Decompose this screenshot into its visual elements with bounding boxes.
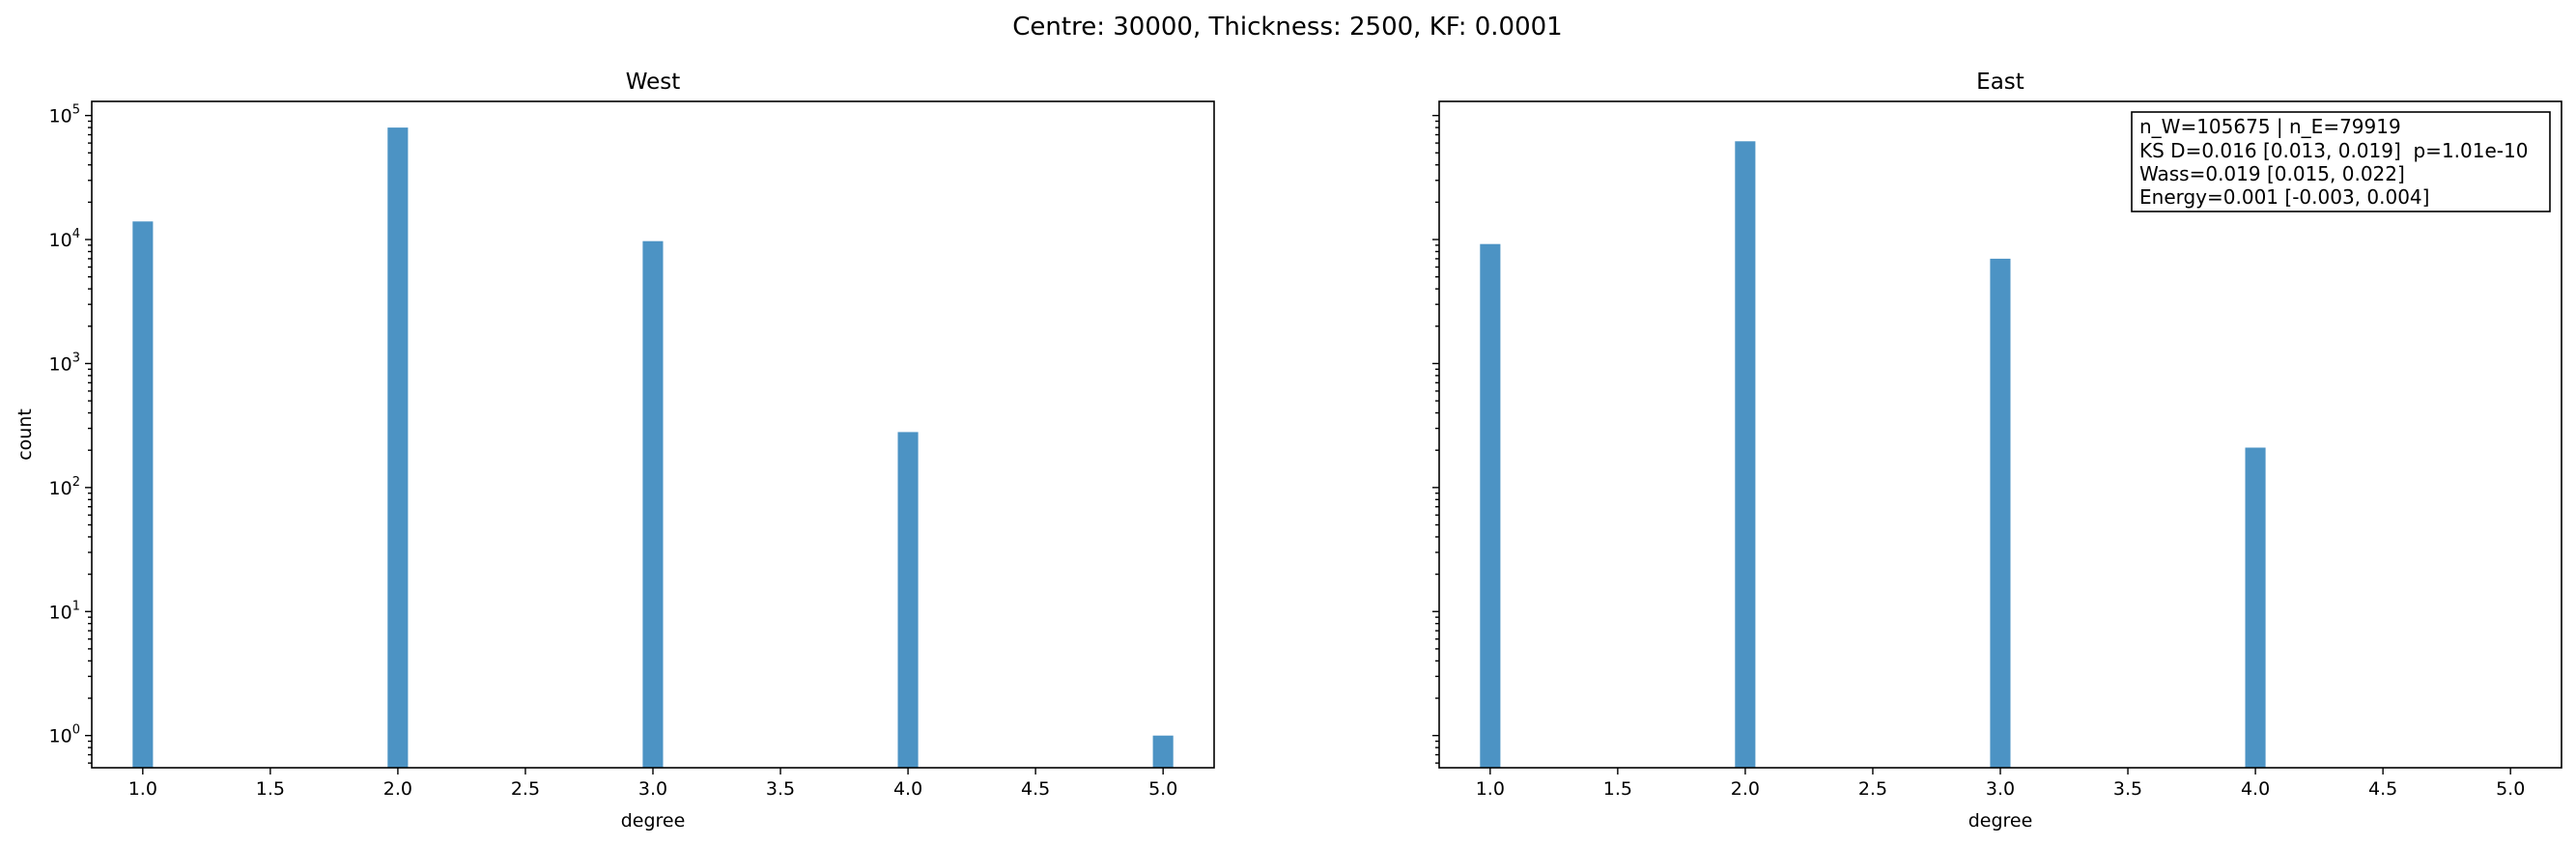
panel-east: East 1.0 1.5 2.0 2.5 3.0 3.5 4.0 4.5 5.0 degree … <box>1432 70 2562 831</box>
y-tick-label: 105 <box>49 103 80 127</box>
panel-east-ticks: 1.0 1.5 2.0 2.5 3.0 3.5 4.0 4.5 5.0 <box>1432 114 2525 800</box>
y-tick-label: 103 <box>49 351 80 375</box>
bar-degree-3 <box>1990 258 2011 768</box>
bar-degree-1 <box>132 221 154 769</box>
x-tick-label: 1.5 <box>256 778 285 800</box>
x-tick-label: 2.0 <box>1731 778 1760 800</box>
panel-west-frame <box>91 100 1215 769</box>
bar-degree-4 <box>897 432 919 768</box>
stats-line-energy: Energy=0.001 [-0.003, 0.004] <box>2139 185 2429 209</box>
y-tick-label: 104 <box>49 227 80 251</box>
x-tick-label: 2.0 <box>383 778 412 800</box>
panel-west: West 1.0 1.5 2.0 2.5 3.0 3.5 4.0 4.5 5.0 100 101 10… <box>14 70 1215 831</box>
bar-degree-4 <box>2245 447 2266 768</box>
x-tick-label: 4.5 <box>1021 778 1050 800</box>
stats-line-counts: n_W=105675 | n_E=79919 <box>2139 115 2401 138</box>
panel-east-bars <box>1480 141 2266 769</box>
x-tick-label: 3.5 <box>766 778 795 800</box>
bar-degree-2 <box>387 127 409 769</box>
panel-west-xlabel: degree <box>621 810 686 831</box>
x-tick-label: 4.0 <box>893 778 922 800</box>
bar-degree-5 <box>1152 735 1174 768</box>
x-tick-label: 1.5 <box>1603 778 1632 800</box>
panel-west-ticks: 1.0 1.5 2.0 2.5 3.0 3.5 4.0 4.5 5.0 100 101 102 103 1… <box>49 103 1178 800</box>
x-tick-label: 5.0 <box>2496 778 2525 800</box>
bar-degree-3 <box>642 240 664 768</box>
x-tick-label: 3.0 <box>1986 778 2015 800</box>
bar-degree-2 <box>1735 141 1756 769</box>
panel-west-bars <box>132 127 1174 769</box>
bar-degree-1 <box>1480 243 1501 768</box>
x-tick-label: 2.5 <box>1858 778 1887 800</box>
panel-east-frame <box>1438 100 2562 769</box>
panel-east-xlabel: degree <box>1968 810 2033 831</box>
x-tick-label: 1.0 <box>1476 778 1505 800</box>
x-tick-label: 5.0 <box>1148 778 1177 800</box>
x-tick-label: 3.5 <box>2113 778 2142 800</box>
panel-west-title: West <box>626 70 681 95</box>
stats-annotation-box: n_W=105675 | n_E=79919 KS D=0.016 [0.013… <box>2131 111 2551 212</box>
stats-line-ks: KS D=0.016 [0.013, 0.019] p=1.01e-10 <box>2139 139 2528 162</box>
x-tick-label: 2.5 <box>511 778 540 800</box>
y-tick-label: 100 <box>49 723 80 747</box>
x-tick-label: 4.5 <box>2368 778 2397 800</box>
x-tick-label: 1.0 <box>128 778 157 800</box>
panel-west-ylabel: count <box>14 408 36 461</box>
x-tick-label: 3.0 <box>638 778 667 800</box>
y-tick-label: 101 <box>49 599 80 623</box>
y-tick-label: 102 <box>49 475 80 499</box>
figure-suptitle: Centre: 30000, Thickness: 2500, KF: 0.00… <box>1012 13 1562 42</box>
x-tick-label: 4.0 <box>2241 778 2270 800</box>
stats-annotation-frame <box>2131 111 2551 212</box>
stats-line-wass: Wass=0.019 [0.015, 0.022] <box>2139 162 2405 185</box>
panel-east-title: East <box>1976 70 2024 95</box>
